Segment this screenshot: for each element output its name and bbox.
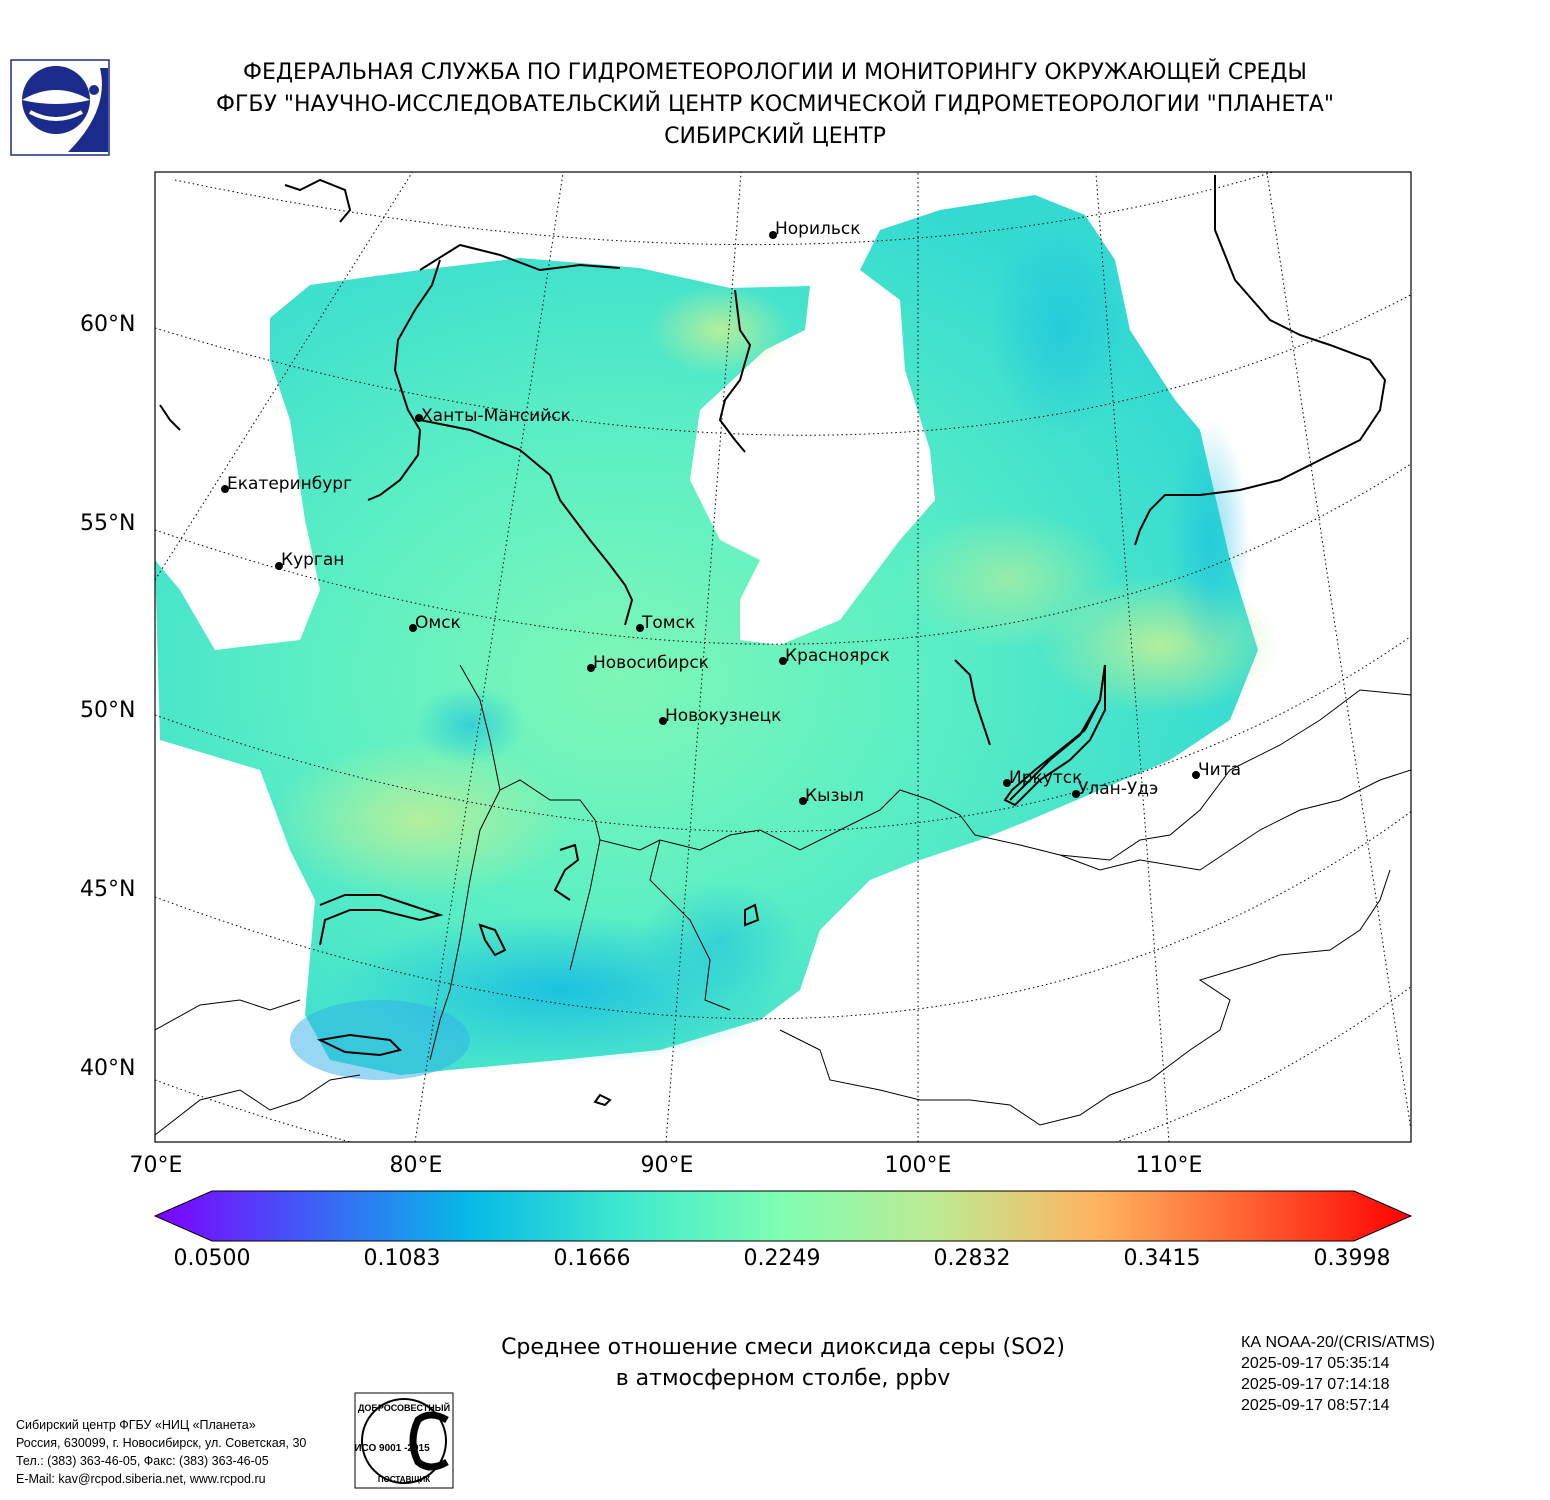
city-label-krasnoyarsk: Красноярск <box>785 646 890 666</box>
colorbar <box>153 1190 1413 1242</box>
footer-line3: Тел.: (383) 363-46-05, Факс: (383) 363-4… <box>16 1454 269 1468</box>
city-label-norilsk: Норильск <box>775 219 861 239</box>
colorbar-tick-3: 0.2249 <box>743 1246 821 1271</box>
city-label-novokuznetsk: Новокузнецк <box>665 706 781 726</box>
caption-line2: в атмосферном столбе, ppbv <box>615 1366 951 1391</box>
lon-label-70: 70°E <box>129 1153 183 1178</box>
colorbar-tick-2: 0.1666 <box>553 1246 631 1271</box>
city-label-kurgan: Курган <box>281 550 344 570</box>
city-markers <box>221 231 1200 805</box>
satellite-time-3: 2025-09-17 08:57:14 <box>1241 1397 1390 1414</box>
lakes-kazakhstan <box>316 843 760 1107</box>
iso-stamp-code-text: ИСО 9001 -2015 <box>354 1443 430 1454</box>
footer-line4: E-Mail: kav@rcpod.siberia.net, www.rcpod… <box>16 1472 266 1486</box>
header-title-line3: СИБИРСКИЙ ЦЕНТР <box>664 124 886 149</box>
colorbar-tick-0: 0.0500 <box>173 1246 251 1271</box>
city-label-novosibirsk: Новосибирск <box>593 653 709 673</box>
city-label-chita: Чита <box>1198 760 1241 780</box>
iso-stamp-bottom-text: ПОСТАВЩИК <box>378 1475 430 1484</box>
header-title-line2: ФГБУ "НАУЧНО-ИССЛЕДОВАТЕЛЬСКИЙ ЦЕНТР КОС… <box>216 92 1334 117</box>
lat-label-60: 60°N <box>80 312 136 337</box>
footer-line1: Сибирский центр ФГБУ «НИЦ «Планета» <box>16 1418 256 1432</box>
lat-label-45: 45°N <box>80 877 136 902</box>
colorbar-tick-1: 0.1083 <box>363 1246 441 1271</box>
lake-baikal <box>1003 664 1106 807</box>
city-label-kyzyl: Кызыл <box>805 786 864 806</box>
meridians <box>155 172 1411 1142</box>
borders <box>155 664 1411 1136</box>
city-label-yekaterinburg: Екатеринбург <box>227 474 352 494</box>
lon-label-90: 90°E <box>640 1153 694 1178</box>
lat-label-55: 55°N <box>80 511 136 536</box>
satellite-info: КА NOAA-20/(CRIS/ATMS) 2025-09-17 05:35:… <box>1241 1332 1435 1416</box>
city-label-irkutsk: Иркутск <box>1009 768 1082 788</box>
caption-line1: Среднее отношение смеси диоксида серы (S… <box>501 1335 1065 1360</box>
colorbar-tick-5: 0.3415 <box>1123 1246 1201 1271</box>
footer-line2: Россия, 630099, г. Новосибирск, ул. Сове… <box>16 1436 307 1450</box>
lon-label-80: 80°E <box>389 1153 443 1178</box>
city-label-khanty-mansiysk: Ханты-Мансийск <box>421 406 571 426</box>
rivers <box>159 175 1387 801</box>
planeta-logo <box>10 59 110 156</box>
satellite-time-1: 2025-09-17 05:35:14 <box>1241 1355 1390 1372</box>
satellite-instrument: КА NOAA-20/(CRIS/ATMS) <box>1241 1334 1435 1351</box>
city-label-tomsk: Томск <box>641 613 695 633</box>
colorbar-tick-6: 0.3998 <box>1313 1246 1391 1271</box>
lat-label-50: 50°N <box>80 698 136 723</box>
lat-label-40: 40°N <box>80 1056 136 1081</box>
map-frame <box>154 171 1412 1143</box>
footer-contacts: Сибирский центр ФГБУ «НИЦ «Планета» Росс… <box>16 1416 306 1488</box>
iso-stamp-top-text: ДОБРОСОВЕСТНЫЙ <box>358 1402 450 1413</box>
city-label-ulan-ude: Улан-Удэ <box>1078 779 1158 799</box>
satellite-time-2: 2025-09-17 07:14:18 <box>1241 1376 1390 1393</box>
map-area <box>155 172 1411 1142</box>
colorbar-tick-4: 0.2832 <box>933 1246 1011 1271</box>
parallels <box>155 172 1411 1142</box>
lon-label-100: 100°E <box>884 1153 952 1178</box>
lon-label-110: 110°E <box>1135 1153 1203 1178</box>
city-label-omsk: Омск <box>415 613 461 633</box>
header-title-line1: ФЕДЕРАЛЬНАЯ СЛУЖБА ПО ГИДРОМЕТЕОРОЛОГИИ … <box>243 60 1307 85</box>
iso-stamp <box>354 1392 454 1489</box>
